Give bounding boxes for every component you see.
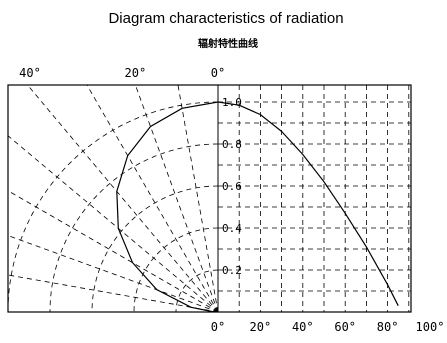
y-tick-label: 0.6 — [222, 180, 242, 193]
y-tick-label: 0.4 — [222, 222, 242, 235]
polar-grid-spoke — [8, 235, 219, 312]
polar-grid-spoke — [86, 85, 219, 312]
angle-tick-label: 40° — [19, 66, 41, 80]
x-tick-label: 0° — [211, 320, 225, 334]
x-tick-label: 40° — [292, 320, 314, 334]
chart-subtitle: 辐射特性曲线 — [198, 37, 258, 50]
polar-grid-spoke — [27, 85, 219, 312]
polar-grid-spoke — [8, 190, 219, 312]
y-tick-label: 1.0 — [222, 96, 242, 109]
x-tick-label: 20° — [250, 320, 272, 334]
x-tick-label: 100° — [416, 320, 445, 334]
chart-marks — [116, 85, 399, 312]
y-tick-label: 0.8 — [222, 138, 242, 151]
polar-grid-spoke — [8, 274, 219, 312]
polar-grid-circle — [91, 185, 219, 312]
polar-grid-circle — [8, 101, 219, 312]
angle-tick-label: 0° — [211, 66, 225, 80]
polar-grid — [8, 85, 219, 312]
y-tick-label: 0.2 — [222, 264, 242, 277]
x-tick-label: 60° — [334, 320, 356, 334]
rect-grid — [218, 85, 411, 312]
polar-grid-circle — [133, 227, 219, 312]
chart-title: Diagram characteristics of radiation — [108, 10, 343, 27]
polar-grid-spoke — [8, 135, 219, 312]
angle-tick-label: 20° — [125, 66, 147, 80]
polar-grid-spoke — [134, 85, 219, 312]
polar-grid-circle — [49, 143, 219, 312]
tick-labels: 0° 20° 40° 60° 80° 100° 40° 20° 0° 0.2 0.4 0.6 0.8 1.… — [19, 66, 444, 334]
series-line-polar — [116, 101, 219, 312]
polar-grid-circle — [175, 269, 219, 312]
polar-grid-spoke — [177, 85, 219, 312]
plot-frame — [7, 84, 412, 313]
series-line-rect — [217, 101, 399, 306]
x-tick-label: 80° — [377, 320, 399, 334]
